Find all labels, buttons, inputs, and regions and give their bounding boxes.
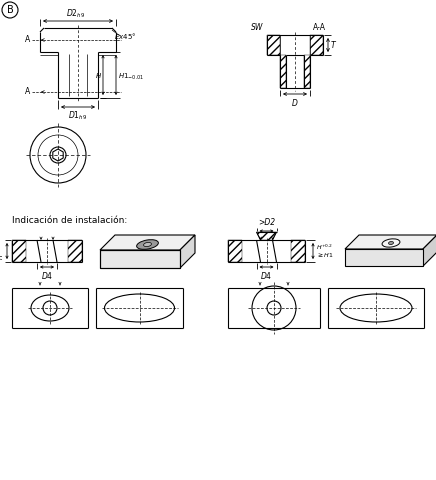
Text: A: A xyxy=(25,36,30,45)
Bar xyxy=(12,240,26,262)
Polygon shape xyxy=(100,235,195,250)
Text: $H1_{-0.01}$: $H1_{-0.01}$ xyxy=(118,72,144,82)
Text: A: A xyxy=(25,87,30,96)
Polygon shape xyxy=(345,249,423,266)
Text: $D2_{h9}$: $D2_{h9}$ xyxy=(66,8,85,20)
Polygon shape xyxy=(180,235,195,268)
Text: $H$: $H$ xyxy=(95,71,102,80)
Ellipse shape xyxy=(382,239,400,247)
Text: $Ex45°$: $Ex45°$ xyxy=(114,31,136,41)
Text: >D2: >D2 xyxy=(258,218,275,227)
Text: $D4$: $D4$ xyxy=(260,270,272,281)
Text: SW: SW xyxy=(251,23,263,32)
Bar xyxy=(228,240,242,262)
Text: $D1_{h9}$: $D1_{h9}$ xyxy=(68,109,88,121)
Ellipse shape xyxy=(136,240,158,249)
Bar xyxy=(68,240,82,262)
Polygon shape xyxy=(345,235,436,249)
Text: Indicación de instalación:: Indicación de instalación: xyxy=(12,216,127,225)
Text: B: B xyxy=(7,5,14,15)
Ellipse shape xyxy=(143,242,151,247)
Text: $H^{+0.2}$: $H^{+0.2}$ xyxy=(316,243,333,252)
Text: $\geq H1$: $\geq H1$ xyxy=(316,251,334,259)
Polygon shape xyxy=(100,250,180,268)
Text: $D$: $D$ xyxy=(291,97,299,108)
Text: $D4$: $D4$ xyxy=(41,270,53,281)
Ellipse shape xyxy=(388,241,393,244)
Text: $H^{+0.2}$: $H^{+0.2}$ xyxy=(0,242,6,260)
Polygon shape xyxy=(423,235,436,266)
Bar xyxy=(291,240,305,262)
Text: A-A: A-A xyxy=(313,23,326,32)
Text: $T$: $T$ xyxy=(330,39,337,50)
